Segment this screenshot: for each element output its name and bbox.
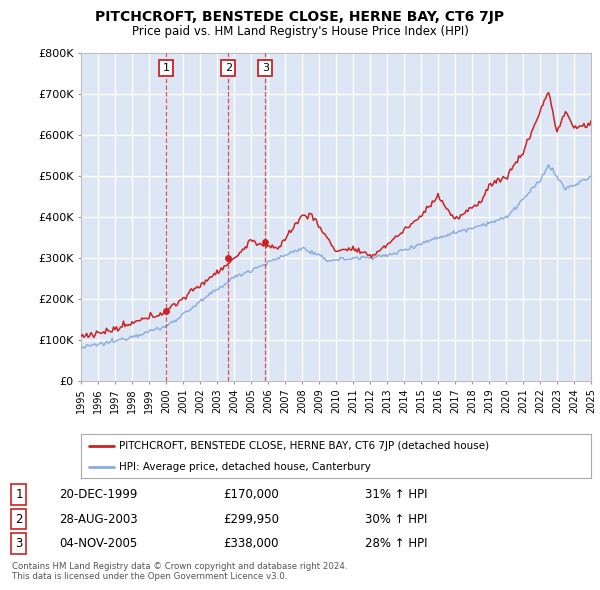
Text: Contains HM Land Registry data © Crown copyright and database right 2024.
This d: Contains HM Land Registry data © Crown c… [12, 562, 347, 581]
Text: 2: 2 [225, 63, 232, 73]
Text: 20-DEC-1999: 20-DEC-1999 [59, 488, 137, 501]
Text: 1: 1 [163, 63, 170, 73]
Text: Price paid vs. HM Land Registry's House Price Index (HPI): Price paid vs. HM Land Registry's House … [131, 25, 469, 38]
Text: 31% ↑ HPI: 31% ↑ HPI [365, 488, 427, 501]
Text: 3: 3 [262, 63, 269, 73]
Text: 2: 2 [15, 513, 23, 526]
Text: 3: 3 [15, 537, 23, 550]
Text: 30% ↑ HPI: 30% ↑ HPI [365, 513, 427, 526]
Text: 04-NOV-2005: 04-NOV-2005 [59, 537, 137, 550]
Text: £170,000: £170,000 [224, 488, 280, 501]
Text: HPI: Average price, detached house, Canterbury: HPI: Average price, detached house, Cant… [119, 462, 371, 472]
Text: PITCHCROFT, BENSTEDE CLOSE, HERNE BAY, CT6 7JP (detached house): PITCHCROFT, BENSTEDE CLOSE, HERNE BAY, C… [119, 441, 490, 451]
Text: £338,000: £338,000 [224, 537, 279, 550]
Text: 1: 1 [15, 488, 23, 501]
Text: 28% ↑ HPI: 28% ↑ HPI [365, 537, 427, 550]
Text: PITCHCROFT, BENSTEDE CLOSE, HERNE BAY, CT6 7JP: PITCHCROFT, BENSTEDE CLOSE, HERNE BAY, C… [95, 10, 505, 24]
Text: 28-AUG-2003: 28-AUG-2003 [59, 513, 137, 526]
Text: £299,950: £299,950 [224, 513, 280, 526]
